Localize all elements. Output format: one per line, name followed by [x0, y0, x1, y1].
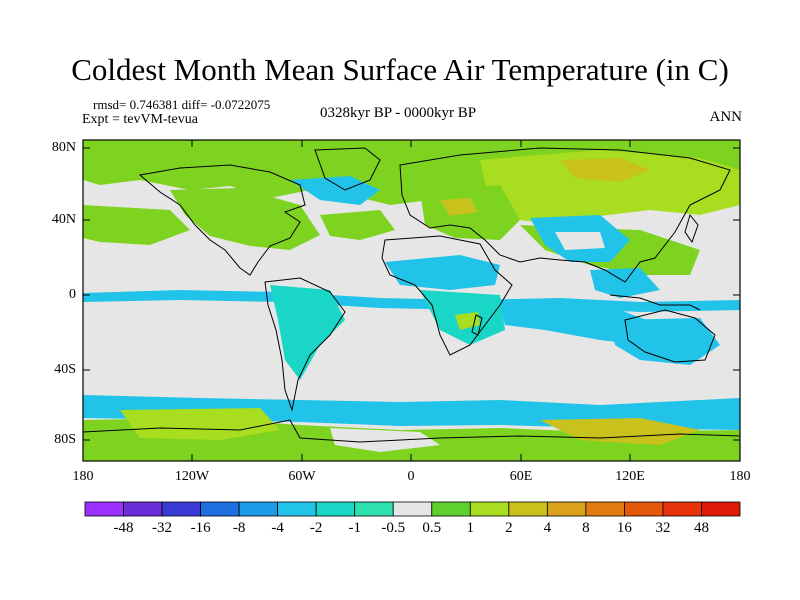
field-antarctica-hole — [330, 428, 440, 452]
colorbar-label: -4 — [271, 520, 284, 536]
colorbar-swatch — [624, 501, 664, 517]
colorbar-swatch — [315, 501, 356, 517]
lat-label-40n: 40N — [51, 212, 76, 227]
field-siberia-lime — [480, 150, 740, 225]
lon-label-180w: 180 — [72, 469, 94, 484]
field-namerica-green — [170, 188, 320, 250]
colorbar-swatch — [84, 501, 124, 517]
lon-label-60w: 60W — [288, 469, 316, 484]
field-olive-siberia — [560, 158, 650, 182]
coast-north-america — [138, 164, 306, 276]
field-sahara-cyan — [385, 255, 500, 290]
colorbar-label: -0.5 — [381, 520, 406, 536]
lon-label-120w: 120W — [174, 469, 210, 484]
colorbar-label: 4 — [543, 520, 552, 536]
colorbar-swatch — [662, 501, 702, 517]
colorbar-swatch — [546, 501, 587, 517]
colorbar-label: 32 — [655, 520, 671, 536]
experiment-label: Expt = tevVM-tevua — [82, 112, 198, 127]
lon-label-0: 0 — [407, 469, 415, 484]
colorbar-label: -32 — [152, 520, 173, 536]
colorbar-label: -2 — [309, 520, 323, 536]
coast-africa — [381, 235, 513, 356]
lat-label-80n: 80N — [51, 140, 76, 155]
lon-label-120e: 120E — [615, 469, 645, 484]
coast-greenland — [314, 147, 381, 191]
season-label: ANN — [709, 109, 743, 125]
axis-ticks — [82, 140, 741, 461]
coast-japan — [684, 213, 699, 244]
colorbar-swatch — [701, 501, 741, 517]
colorbar-swatch — [123, 501, 163, 517]
colorbar-swatch — [431, 501, 471, 517]
colorbar-label: -16 — [190, 520, 211, 536]
lat-label-0: 0 — [69, 287, 76, 302]
colorbar-swatch — [392, 501, 433, 517]
field-antarctica-olive — [540, 418, 700, 445]
coast-south-america — [264, 277, 346, 412]
colorbar-label: 0.5 — [422, 520, 442, 536]
field-samerica-cyan — [270, 285, 345, 380]
lon-label-60e: 60E — [509, 469, 533, 484]
colorbar-label: 1 — [466, 520, 475, 536]
period-label: 0328kyr BP - 0000kyr BP — [320, 105, 477, 121]
colorbar-label: 48 — [693, 520, 709, 536]
colorbar-label: 2 — [505, 520, 513, 536]
colorbar-label: 8 — [582, 520, 590, 536]
colorbar-label: -8 — [232, 520, 246, 536]
field-atl-green — [320, 210, 395, 240]
field-australia-cyan — [610, 318, 720, 365]
colorbar-swatch — [585, 501, 625, 517]
lon-label-180e: 180 — [729, 469, 751, 484]
colorbar-swatch — [277, 501, 317, 517]
stats-text: rmsd= 0.746381 diff= -0.0722075 — [93, 97, 271, 112]
colorbar-label: -1 — [348, 520, 361, 536]
field-canada-cyan — [290, 176, 380, 205]
colorbar-swatch — [469, 501, 510, 517]
field-tibet-hole — [555, 232, 605, 250]
coast-madagascar — [471, 314, 483, 336]
field-antarctica-lime — [120, 408, 280, 440]
field-seasia-cyan — [590, 268, 660, 298]
field-equator-band — [83, 290, 740, 312]
colorbar-swatch — [200, 501, 240, 517]
colorbar-swatch — [354, 501, 394, 517]
coast-antarctica — [82, 419, 741, 443]
coast-australia — [624, 309, 716, 363]
colorbar-label: -48 — [113, 520, 134, 536]
coast-eurasia — [399, 147, 731, 283]
map-title: Coldest Month Mean Surface Air Temperatu… — [71, 52, 729, 87]
coastlines — [82, 147, 741, 443]
field-olive-europe — [440, 198, 478, 216]
colorbar-swatch — [161, 501, 201, 517]
coast-indonesia — [609, 294, 701, 311]
colorbar-label: 16 — [616, 520, 632, 536]
colorbar-swatch — [508, 501, 548, 517]
lat-label-40s: 40S — [54, 362, 76, 377]
colorbar-swatch — [238, 501, 279, 517]
field-npacific-green — [83, 205, 190, 245]
lat-label-80s: 80S — [54, 432, 76, 447]
